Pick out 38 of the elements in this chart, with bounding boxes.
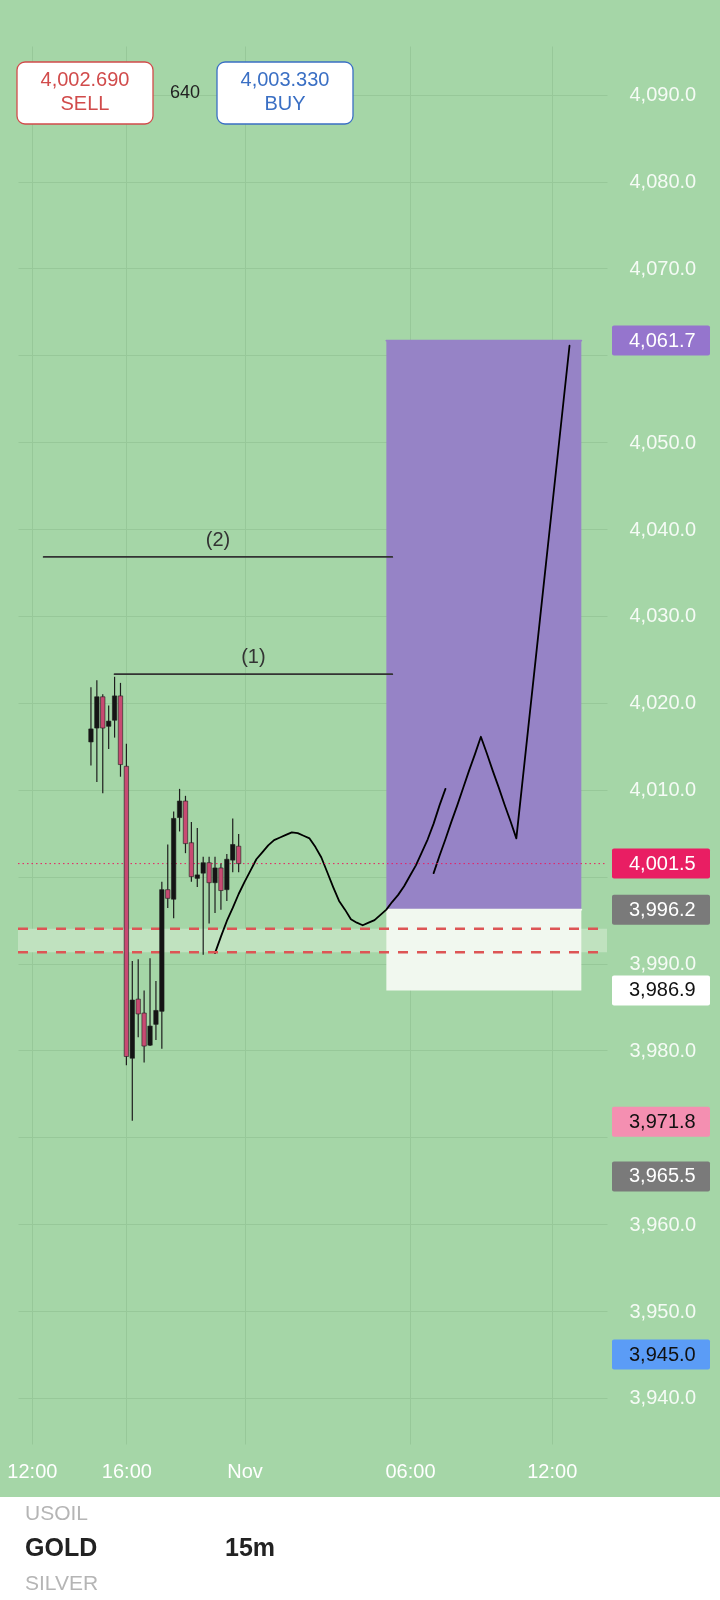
text: SILVER [25,1571,99,1594]
text: GOLD [25,1533,98,1561]
x-tick-label: 12:00 [7,1459,58,1482]
text: 4,061.7 [629,328,696,351]
series-label: (1) [241,645,266,668]
ref-line-label: 4,001.5 [629,851,696,874]
y-tick-label: 3,980.0 [629,1038,697,1061]
y-tick-label: 3,960.0 [629,1212,697,1235]
y-tick-label: 3,990.0 [629,952,697,975]
text: USOIL [25,1501,89,1524]
annotation: 4,003.330 [240,68,330,90]
line-series [432,344,571,875]
annotation: 4,002.690 [40,68,130,90]
y-tick-label: 4,040.0 [629,517,697,540]
series-label: (2) [205,527,231,550]
x-tick-label: 16:00 [101,1459,152,1482]
y-tick-label: 4,010.0 [629,778,697,801]
text: 15m [224,1533,276,1561]
y-tick-label: 4,070.0 [629,256,697,279]
x-tick-label: 12:00 [527,1459,578,1482]
x-tick-label: 06:00 [385,1459,436,1482]
y-tick-label: 4,090.0 [629,83,697,106]
text: 3,965.5 [629,1164,696,1187]
y-tick-label: 3,950.0 [629,1299,697,1322]
annotation: BUY [264,92,306,114]
text: 3,996.2 [629,897,696,920]
text: 3,945.0 [629,1342,696,1365]
y-tick-label: 4,080.0 [629,170,697,193]
annotation: 640 [169,82,201,102]
text: 3,986.9 [629,978,696,1001]
annotation: SELL [60,92,110,114]
text: 3,971.8 [629,1109,696,1132]
x-tick-label: Nov [227,1459,263,1482]
y-tick-label: 4,030.0 [629,604,697,627]
y-tick-label: 3,940.0 [629,1386,697,1409]
line-series [214,787,447,954]
y-tick-label: 4,020.0 [629,691,697,714]
y-tick-label: 4,050.0 [629,430,697,453]
